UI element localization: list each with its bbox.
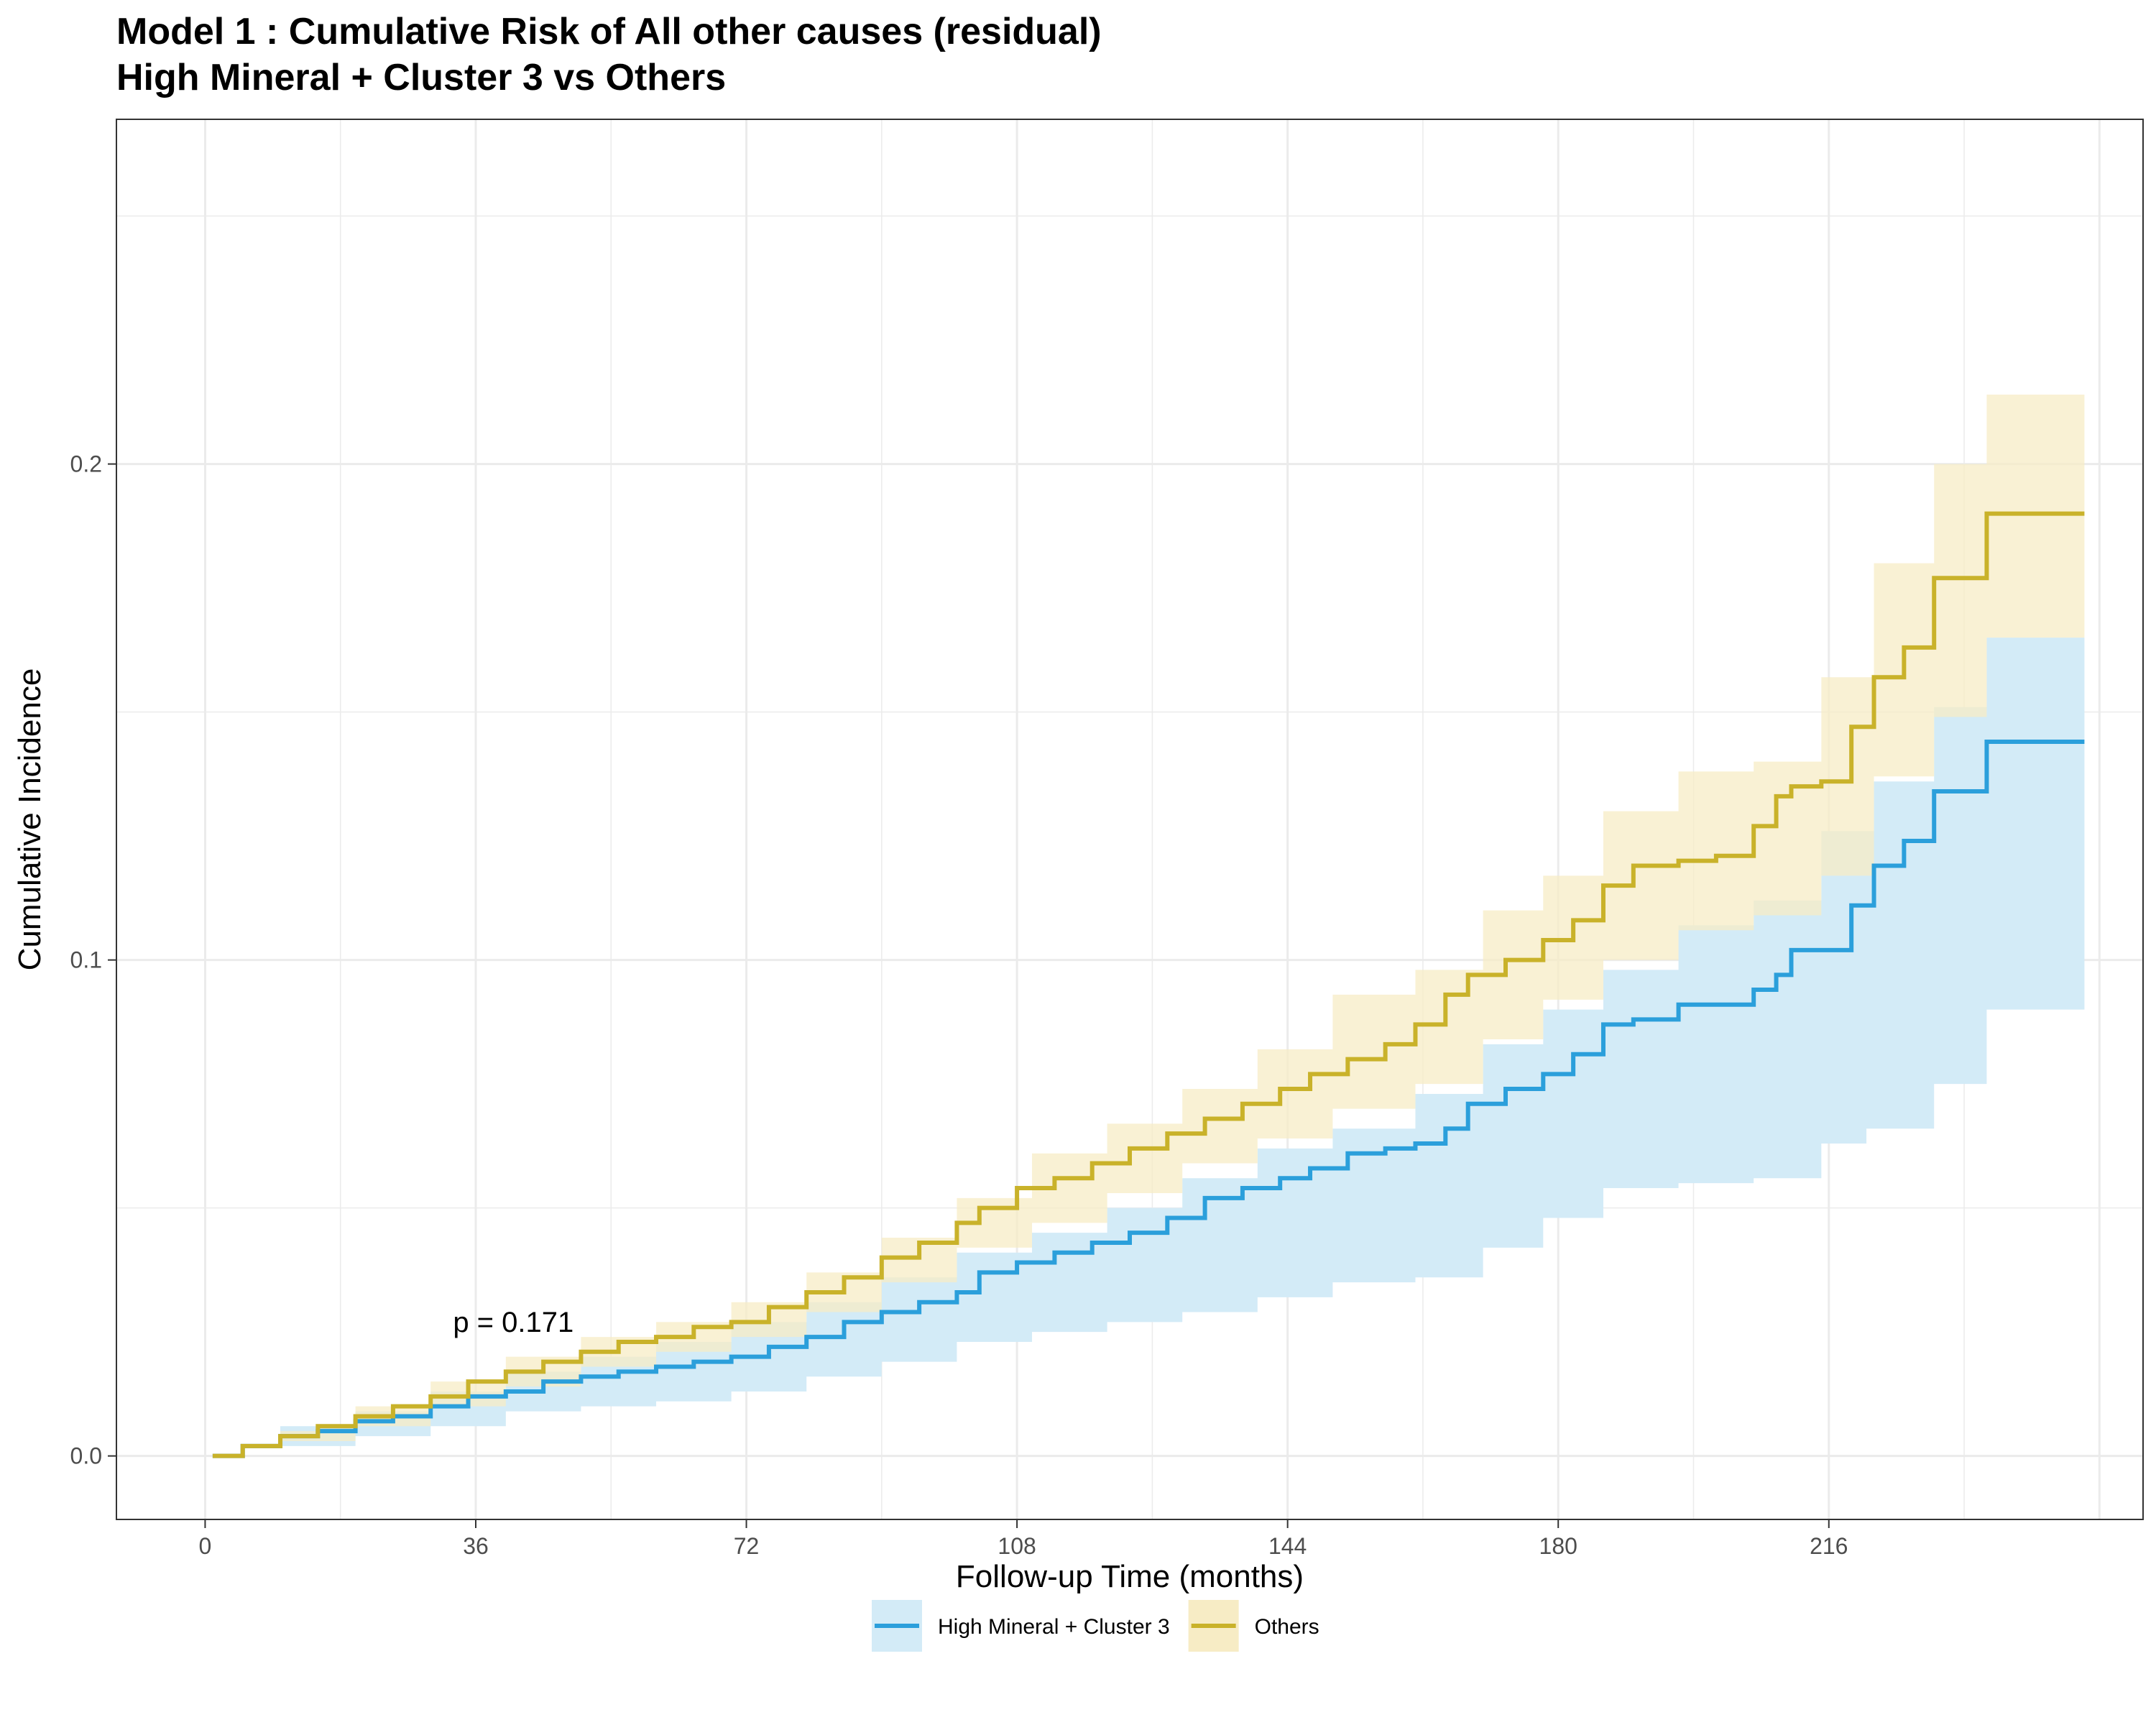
- legend-label: Others: [1255, 1615, 1319, 1639]
- confidence-band-0: [212, 638, 2085, 1456]
- x-axis-ticks: 0 36 72 108 144 180 216: [199, 1519, 1848, 1559]
- confidence-band-1: [212, 394, 2085, 1456]
- x-tick-label: 108: [998, 1533, 1036, 1559]
- x-tick-label: 216: [1810, 1533, 1848, 1559]
- y-tick-label: 0.1: [70, 947, 102, 973]
- x-tick-label: 144: [1268, 1533, 1307, 1559]
- x-tick-label: 0: [199, 1533, 212, 1559]
- y-tick-label: 0.2: [70, 451, 102, 477]
- chart-subtitle: High Mineral + Cluster 3 vs Others: [116, 57, 727, 98]
- panel-border: [116, 119, 2144, 1520]
- y-axis-ticks: 0.0 0.1 0.2: [70, 451, 116, 1469]
- legend-label: High Mineral + Cluster 3: [938, 1615, 1170, 1639]
- legend-item-1: Others: [1188, 1600, 1319, 1652]
- confidence-bands: [212, 394, 2085, 1456]
- p-value-annotation: p = 0.171: [453, 1307, 573, 1338]
- x-tick-label: 72: [734, 1533, 760, 1559]
- chart-title: Model 1 : Cumulative Risk of All other c…: [116, 11, 1102, 52]
- series-lines: [212, 511, 2085, 1458]
- legend-item-0: High Mineral + Cluster 3: [872, 1600, 1170, 1652]
- x-tick-label: 36: [463, 1533, 489, 1559]
- series-line-1: [212, 511, 2085, 1458]
- y-tick-label: 0.0: [70, 1443, 102, 1469]
- series-line-0: [212, 740, 2085, 1458]
- legend: High Mineral + Cluster 3 Others: [872, 1600, 1319, 1652]
- x-axis-title: Follow-up Time (months): [956, 1559, 1304, 1594]
- x-tick-label: 180: [1539, 1533, 1577, 1559]
- y-axis-title: Cumulative Incidence: [12, 668, 47, 971]
